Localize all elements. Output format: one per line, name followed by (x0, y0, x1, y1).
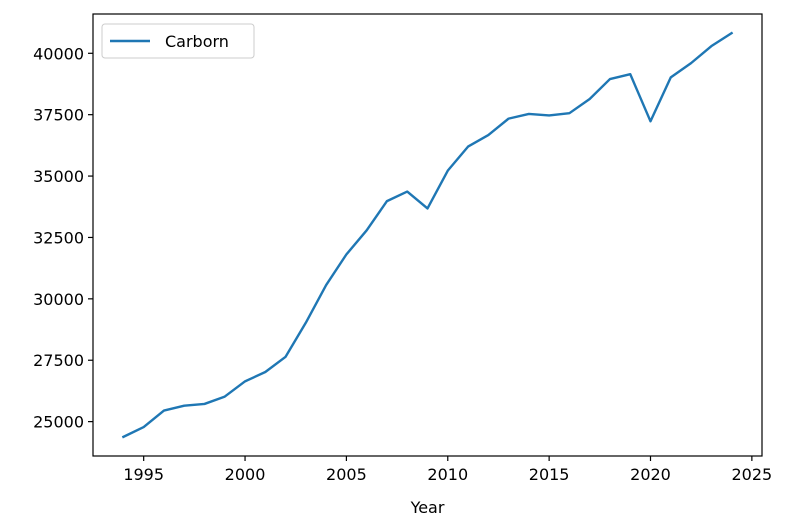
x-tick-label: 2005 (326, 465, 367, 484)
legend-label: Carborn (165, 32, 229, 51)
y-tick-label: 30000 (33, 290, 84, 309)
plot-frame (92, 13, 763, 457)
y-tick-label: 35000 (33, 167, 84, 186)
y-tick-label: 40000 (33, 44, 84, 63)
x-axis-label: Year (410, 498, 445, 517)
legend-box (101, 23, 255, 59)
x-tick-label: 2010 (427, 465, 468, 484)
x-tick-label: 2025 (732, 465, 773, 484)
y-tick-label: 25000 (33, 413, 84, 432)
plot-area (121, 31, 734, 439)
legend: Carborn (101, 23, 255, 59)
y-tick-label: 32500 (33, 228, 84, 247)
y-tick-label: 37500 (33, 106, 84, 125)
y-tick-label: 27500 (33, 351, 84, 370)
x-tick-label: 2000 (225, 465, 266, 484)
x-tick-label: 1995 (123, 465, 164, 484)
x-tick-label: 2020 (630, 465, 671, 484)
series-line-0 (121, 31, 734, 439)
x-tick-label: 2015 (529, 465, 570, 484)
axes: 1995 2000 2005 2010 2015 2020 2025 25000 27500 30… (33, 13, 773, 484)
